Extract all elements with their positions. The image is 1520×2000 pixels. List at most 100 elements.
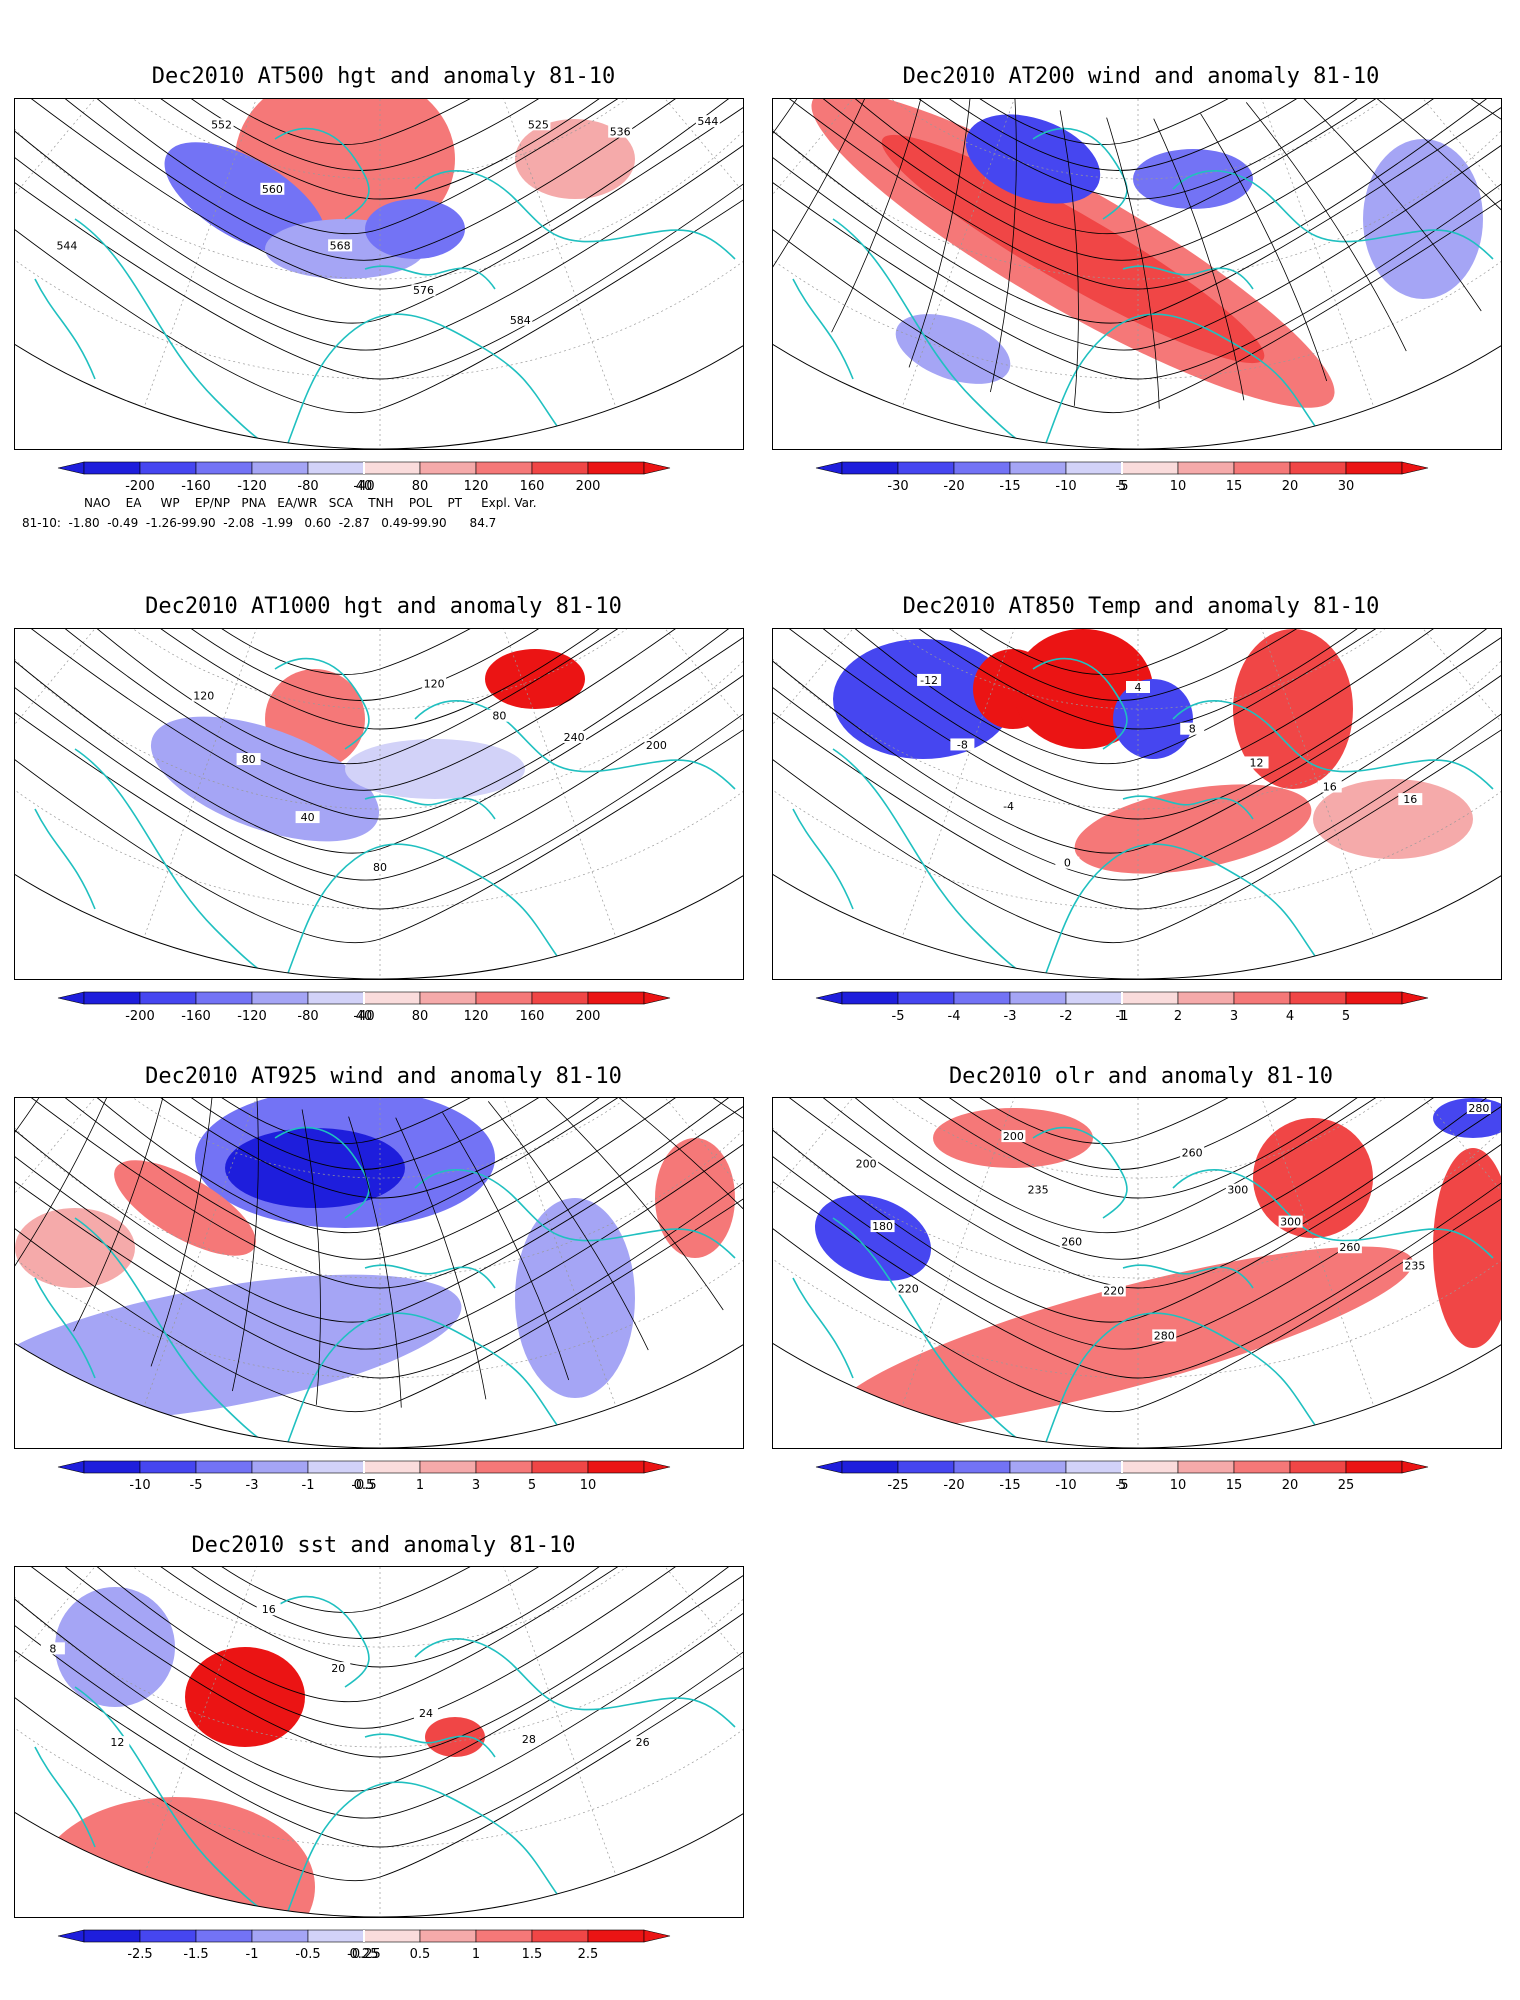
colorbar-tick-label: -40 — [353, 479, 374, 494]
contour-label-bg — [1317, 780, 1342, 793]
colorbar-tick-label: -160 — [181, 479, 211, 494]
coastline — [74, 1217, 316, 1448]
anomaly-shading — [814, 1195, 932, 1281]
contour-label: 16 — [1403, 793, 1417, 806]
contour-line — [773, 629, 1501, 854]
colorbar-segment — [139, 1460, 197, 1474]
anomaly-shading — [164, 142, 326, 256]
colorbar-at200: -30 -20 -15 -10 -55 10 15 20 30 — [815, 461, 1429, 494]
colorbar-tick-label: -1.5 — [183, 1947, 208, 1962]
contour-label: 260 — [1339, 1241, 1360, 1254]
colorbar-arrow-right — [1401, 461, 1429, 475]
parallel-line — [773, 99, 1501, 280]
coastline — [832, 748, 1074, 979]
contour-label-bg — [295, 811, 320, 824]
contour-line — [773, 99, 1501, 413]
colorbar-tick-label: -0.5 — [295, 1947, 320, 1962]
colorbar-segment — [475, 991, 533, 1005]
contour-label-bg — [1244, 756, 1269, 769]
contour-label: 12 — [110, 1736, 124, 1749]
map-body — [773, 629, 1501, 979]
map-at500-hgt: 544 552 560 568 576 584 525 536 544 — [14, 98, 744, 450]
contour-line — [15, 629, 743, 854]
colorbar-segment — [363, 1460, 421, 1474]
coastline — [1042, 843, 1334, 979]
contour-label: 525 — [528, 118, 549, 131]
contour-line — [15, 1567, 743, 1639]
coastline — [414, 170, 736, 260]
contour-label-bg — [1059, 1235, 1084, 1248]
contour-label: 28 — [522, 1733, 536, 1746]
coastline — [414, 700, 736, 790]
contour-label: 235 — [1404, 1260, 1425, 1273]
colorbar-tick-label: -1 — [246, 1947, 259, 1962]
coastline — [284, 1781, 576, 1917]
colorbar-segment — [1121, 461, 1179, 475]
colorbar-tick-label: 200 — [576, 479, 601, 494]
contour-line — [773, 99, 1501, 200]
contour-line — [15, 99, 743, 413]
colorbar-segment — [1289, 1460, 1347, 1474]
contour-label: 200 — [1003, 1130, 1024, 1143]
contour-line — [773, 1098, 1501, 1412]
streamline — [573, 1098, 743, 1261]
contour-label-bg — [191, 689, 216, 702]
contour-label-bg — [1278, 1215, 1303, 1228]
colorbar-segment — [139, 1929, 197, 1943]
contour-label-bg — [1337, 1241, 1362, 1254]
colorbar-tick-label: 1 — [416, 1478, 424, 1493]
map-body — [15, 99, 743, 449]
coastline — [34, 808, 96, 910]
contour-label: 16 — [262, 1603, 276, 1616]
contour-line — [15, 99, 743, 324]
parallel-line — [15, 99, 743, 280]
contour-label: 568 — [330, 239, 351, 252]
teleconnection-index-values: 81-10: -1.80 -0.49 -1.26-99.90 -2.08 -1.… — [22, 516, 497, 530]
colorbar-segment — [1345, 1460, 1403, 1474]
contour-label: 552 — [211, 118, 232, 131]
contour-label: 200 — [856, 1158, 877, 1171]
coastline — [832, 1217, 1074, 1448]
contour-label: -12 — [920, 674, 938, 687]
contour-line — [773, 629, 1501, 791]
colorbar-tick-label: -120 — [237, 479, 267, 494]
colorbar-tick-label: -2 — [1060, 1009, 1073, 1024]
anomaly-shading — [15, 1208, 135, 1288]
contour-line — [15, 99, 743, 290]
colorbar-tick-label: -80 — [297, 479, 318, 494]
colorbar-tick-label: 3 — [472, 1478, 480, 1493]
colorbar-tick-label: 0.25 — [350, 1947, 379, 1962]
map-canvas-at850: -12 -8 -4 0 4 8 12 16 16 — [773, 629, 1501, 979]
anomaly-shading — [1233, 629, 1353, 789]
anomaly-shading — [895, 314, 1011, 384]
coastline — [832, 218, 1074, 449]
contour-label: 544 — [697, 115, 718, 128]
contour-label-bg — [256, 1603, 281, 1616]
coastline — [274, 127, 370, 220]
colorbar-tick-label: -10 — [1055, 479, 1076, 494]
colorbar-segment — [419, 461, 477, 475]
anomaly-shading — [225, 1128, 405, 1208]
colorbar-arrow-right — [1401, 1460, 1429, 1474]
contour-label: 300 — [1227, 1184, 1248, 1197]
colorbar-segment — [897, 461, 955, 475]
contour-label-bg — [1180, 722, 1205, 735]
colorbar-tick-label: 25 — [1338, 1478, 1355, 1493]
colorbar-segment — [195, 1929, 253, 1943]
contour-line — [773, 99, 1501, 324]
colorbar-segment — [897, 1460, 955, 1474]
contour-label-bg — [1180, 1146, 1205, 1159]
colorbar-arrow-left — [815, 991, 843, 1005]
colorbar-tick-label: 160 — [520, 479, 545, 494]
colorbar-tick-label: 10 — [1170, 1478, 1187, 1493]
colorbar-sst: -2.5 -1.5 -1 -0.5 -0.250.25 0.5 1 1.5 2.5 — [57, 1929, 671, 1962]
streamline — [645, 1098, 743, 1137]
anomaly-shading — [345, 739, 525, 799]
colorbar-segment — [83, 1929, 141, 1943]
colorbar-tick-label: -3 — [1004, 1009, 1017, 1024]
map-at850-temp: -12 -8 -4 0 4 8 12 16 16 — [772, 628, 1502, 980]
contour-line — [15, 99, 743, 380]
colorbar-tick-label: -10 — [1055, 1478, 1076, 1493]
contour-line — [37, 629, 723, 675]
